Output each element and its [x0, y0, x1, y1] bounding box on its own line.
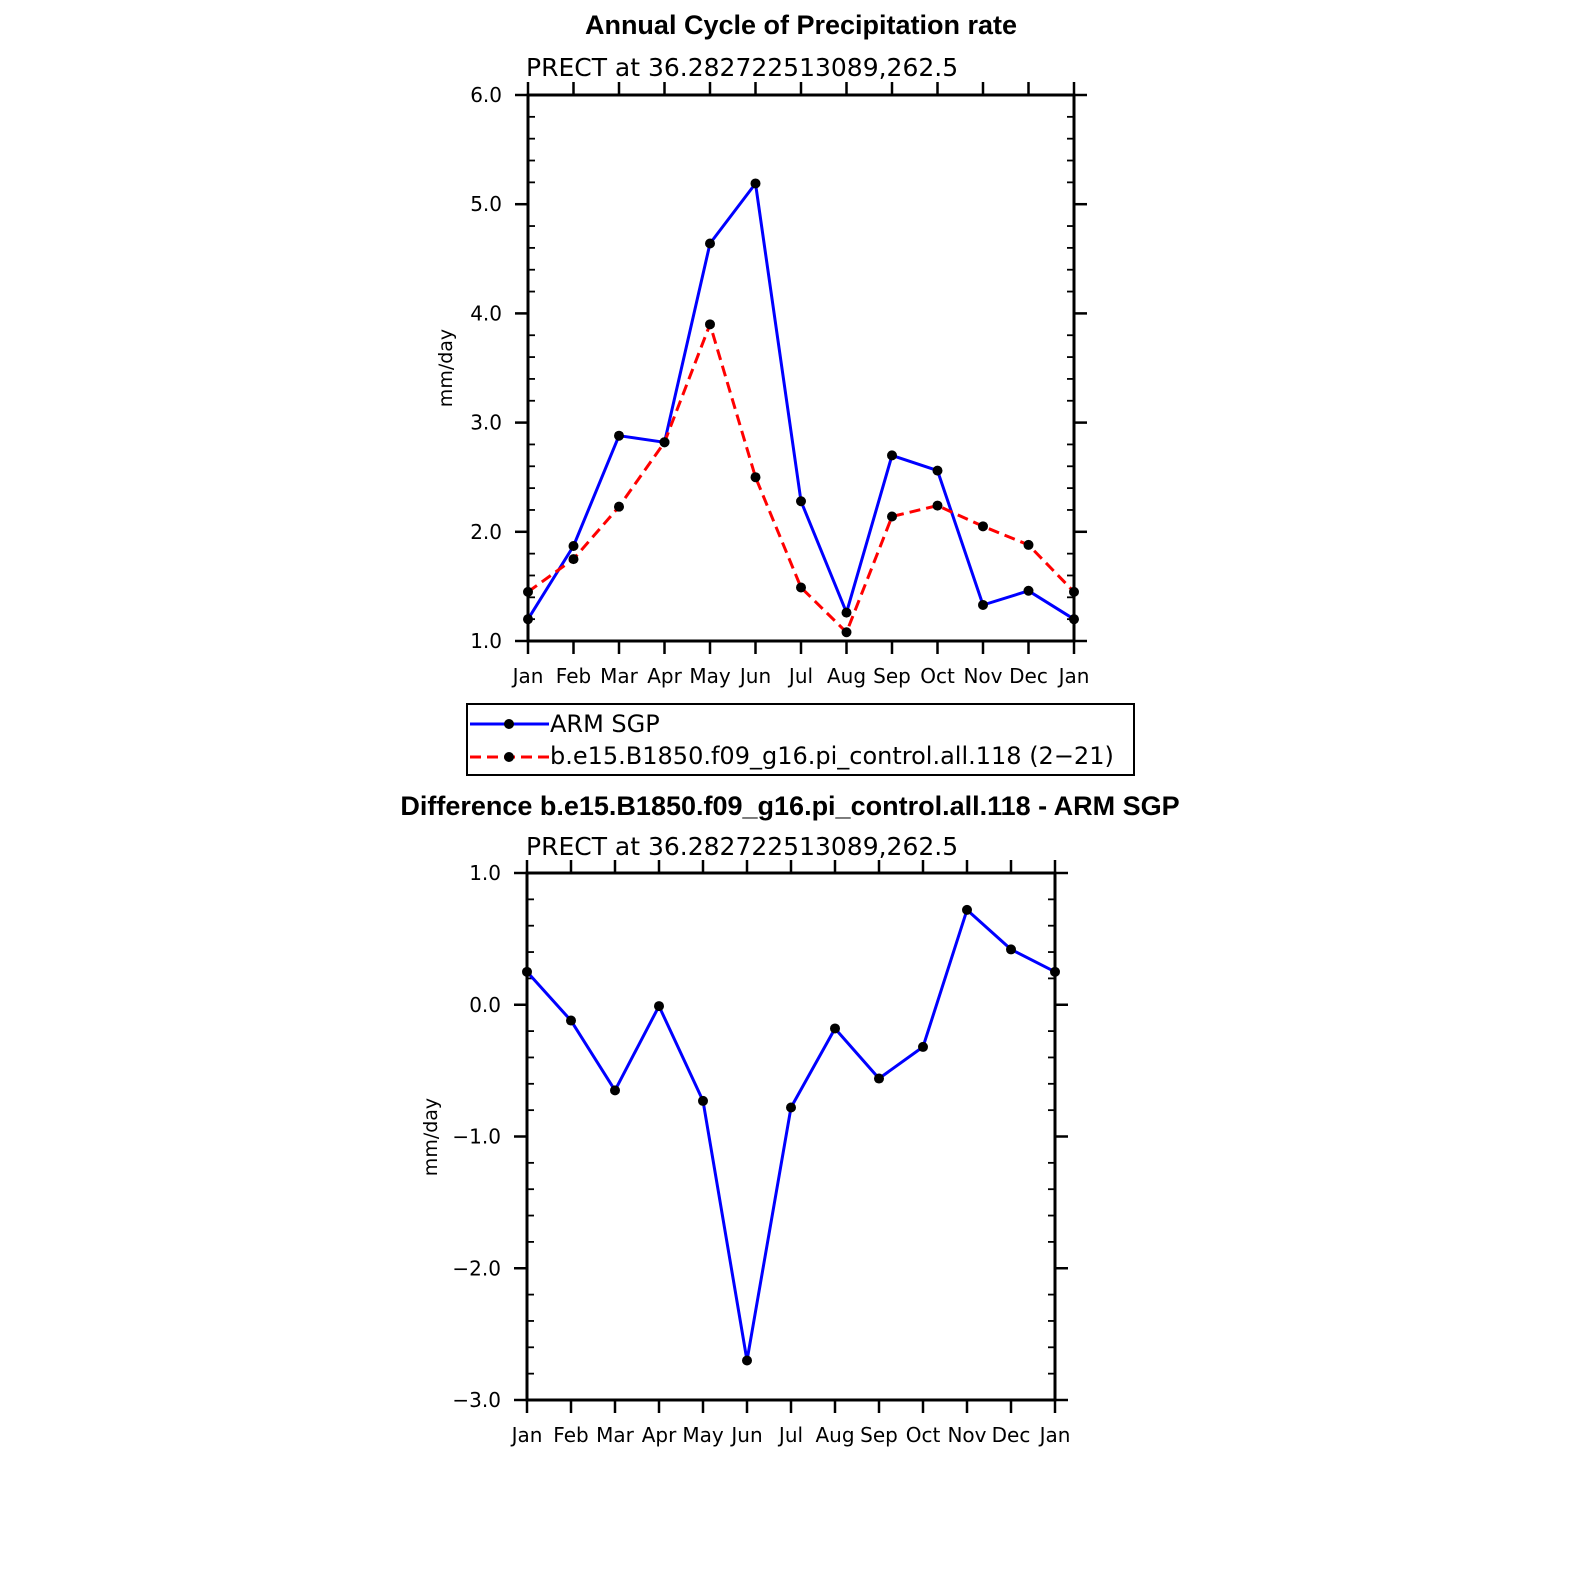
- x-tick-label: Apr: [647, 664, 682, 688]
- y-tick-label: 2.0: [470, 520, 502, 544]
- legend-label-obs: ARM SGP: [550, 710, 660, 738]
- x-tick-label: Jan: [1038, 1423, 1071, 1447]
- axis-ticks: [514, 860, 1068, 1413]
- chart-title: Difference b.e15.B1850.f09_g16.pi_contro…: [400, 791, 1179, 821]
- x-tick-label: Dec: [1009, 664, 1048, 688]
- x-tick-label: Mar: [600, 664, 639, 688]
- data-point-0: [566, 1015, 576, 1026]
- data-point-1: [887, 511, 897, 522]
- panel-difference: Difference b.e15.B1850.f09_g16.pi_contro…: [400, 791, 1179, 1447]
- legend: ARM SGP b.e15.B1850.f09_g16.pi_control.a…: [466, 703, 1135, 776]
- data-point-0: [705, 238, 715, 249]
- x-tick-label: Apr: [642, 1423, 677, 1447]
- x-tick-label: Jan: [510, 1423, 543, 1447]
- series-lines: [526, 182, 1076, 634]
- x-tick-label: May: [689, 664, 731, 688]
- x-tick-label: May: [682, 1423, 724, 1447]
- chart-subtitle: PRECT at 36.282722513089,262.5: [526, 53, 958, 82]
- series-markers: [523, 178, 1079, 638]
- series-markers: [522, 904, 1060, 1366]
- data-point-0: [874, 1073, 884, 1084]
- y-tick-label: 5.0: [470, 192, 502, 216]
- y-tick-label: 0.0: [469, 993, 501, 1017]
- data-point-0: [887, 450, 897, 461]
- y-axis-label: mm/day: [420, 1098, 442, 1176]
- data-point-0: [742, 1355, 752, 1366]
- data-point-1: [841, 627, 852, 638]
- y-tick-label: −3.0: [452, 1388, 501, 1412]
- y-tick-label: 4.0: [470, 301, 502, 325]
- data-point-0: [796, 496, 806, 507]
- x-tick-label: Aug: [815, 1423, 854, 1447]
- data-point-0: [830, 1023, 840, 1034]
- x-tick-label: Jan: [1057, 664, 1090, 688]
- data-point-0: [1006, 944, 1016, 955]
- data-point-0: [614, 430, 624, 441]
- legend-marker-model: [504, 752, 514, 762]
- x-tick-label: Jan: [511, 664, 544, 688]
- x-tick-label: Dec: [992, 1423, 1031, 1447]
- series-line-0: [526, 182, 1075, 621]
- x-tick-label: Nov: [963, 664, 1002, 688]
- data-point-1: [614, 501, 624, 512]
- data-point-1: [705, 319, 715, 330]
- data-point-0: [698, 1095, 708, 1106]
- y-axis-label: mm/day: [435, 329, 457, 407]
- legend-label-model: b.e15.B1850.f09_g16.pi_control.all.118 (…: [550, 742, 1114, 770]
- data-point-0: [841, 607, 852, 618]
- data-point-0: [654, 1001, 664, 1012]
- x-tick-label: Jun: [729, 1423, 762, 1447]
- data-point-0: [786, 1102, 796, 1113]
- x-tick-label: Sep: [873, 664, 911, 688]
- plot-frame: [526, 93, 1076, 643]
- chart-title: Annual Cycle of Precipitation rate: [585, 10, 1017, 40]
- x-tick-label: Mar: [596, 1423, 635, 1447]
- data-point-1: [796, 582, 806, 593]
- y-tick-label: 1.0: [470, 629, 502, 653]
- x-tick-labels: Jan Feb Mar Apr May Jun Jul Aug Sep Oct Nov Dec Jan: [510, 1423, 1071, 1447]
- panel-annual-cycle: Annual Cycle of Precipitation rate PRECT…: [435, 10, 1089, 688]
- data-point-1: [750, 472, 761, 483]
- data-point-0: [568, 540, 579, 551]
- data-point-0: [1023, 585, 1034, 596]
- y-tick-label: −2.0: [452, 1256, 501, 1280]
- y-tick-label: 1.0: [469, 861, 501, 885]
- x-tick-label: Oct: [920, 664, 955, 688]
- x-tick-label: Jul: [777, 1423, 803, 1447]
- x-tick-label: Nov: [947, 1423, 986, 1447]
- y-tick-label: 6.0: [470, 83, 502, 107]
- series-lines: [525, 908, 1056, 1362]
- data-point-1: [659, 437, 670, 448]
- x-tick-label: Sep: [860, 1423, 898, 1447]
- x-tick-label: Jun: [738, 664, 771, 688]
- series-line-0: [525, 908, 1056, 1362]
- data-point-1: [1023, 539, 1034, 550]
- axis-ticks: [515, 82, 1087, 654]
- x-tick-labels: Jan Feb Mar Apr May Jun Jul Aug Sep Oct Nov Dec Jan: [511, 664, 1090, 688]
- data-point-0: [610, 1085, 620, 1096]
- x-tick-label: Oct: [906, 1423, 941, 1447]
- data-point-0: [918, 1041, 928, 1052]
- y-tick-label: −1.0: [452, 1125, 501, 1149]
- plot-frame: [525, 871, 1057, 1402]
- x-tick-label: Aug: [827, 664, 866, 688]
- data-point-0: [750, 178, 761, 189]
- data-point-1: [932, 500, 943, 511]
- data-point-0: [978, 599, 988, 610]
- data-point-0: [932, 465, 943, 476]
- x-tick-label: Feb: [553, 1423, 588, 1447]
- legend-box: [466, 703, 1135, 776]
- x-tick-label: Jul: [787, 664, 813, 688]
- y-tick-labels: −3.0 −2.0 −1.0 0.0 1.0: [452, 861, 501, 1412]
- data-point-0: [962, 904, 972, 915]
- y-tick-labels: 1.0 2.0 3.0 4.0 5.0 6.0: [470, 83, 502, 653]
- legend-marker-obs: [504, 719, 514, 729]
- chart-subtitle: PRECT at 36.282722513089,262.5: [526, 832, 958, 861]
- y-tick-label: 3.0: [470, 411, 502, 435]
- data-point-1: [568, 554, 579, 565]
- data-point-1: [978, 521, 988, 532]
- x-tick-label: Feb: [556, 664, 591, 688]
